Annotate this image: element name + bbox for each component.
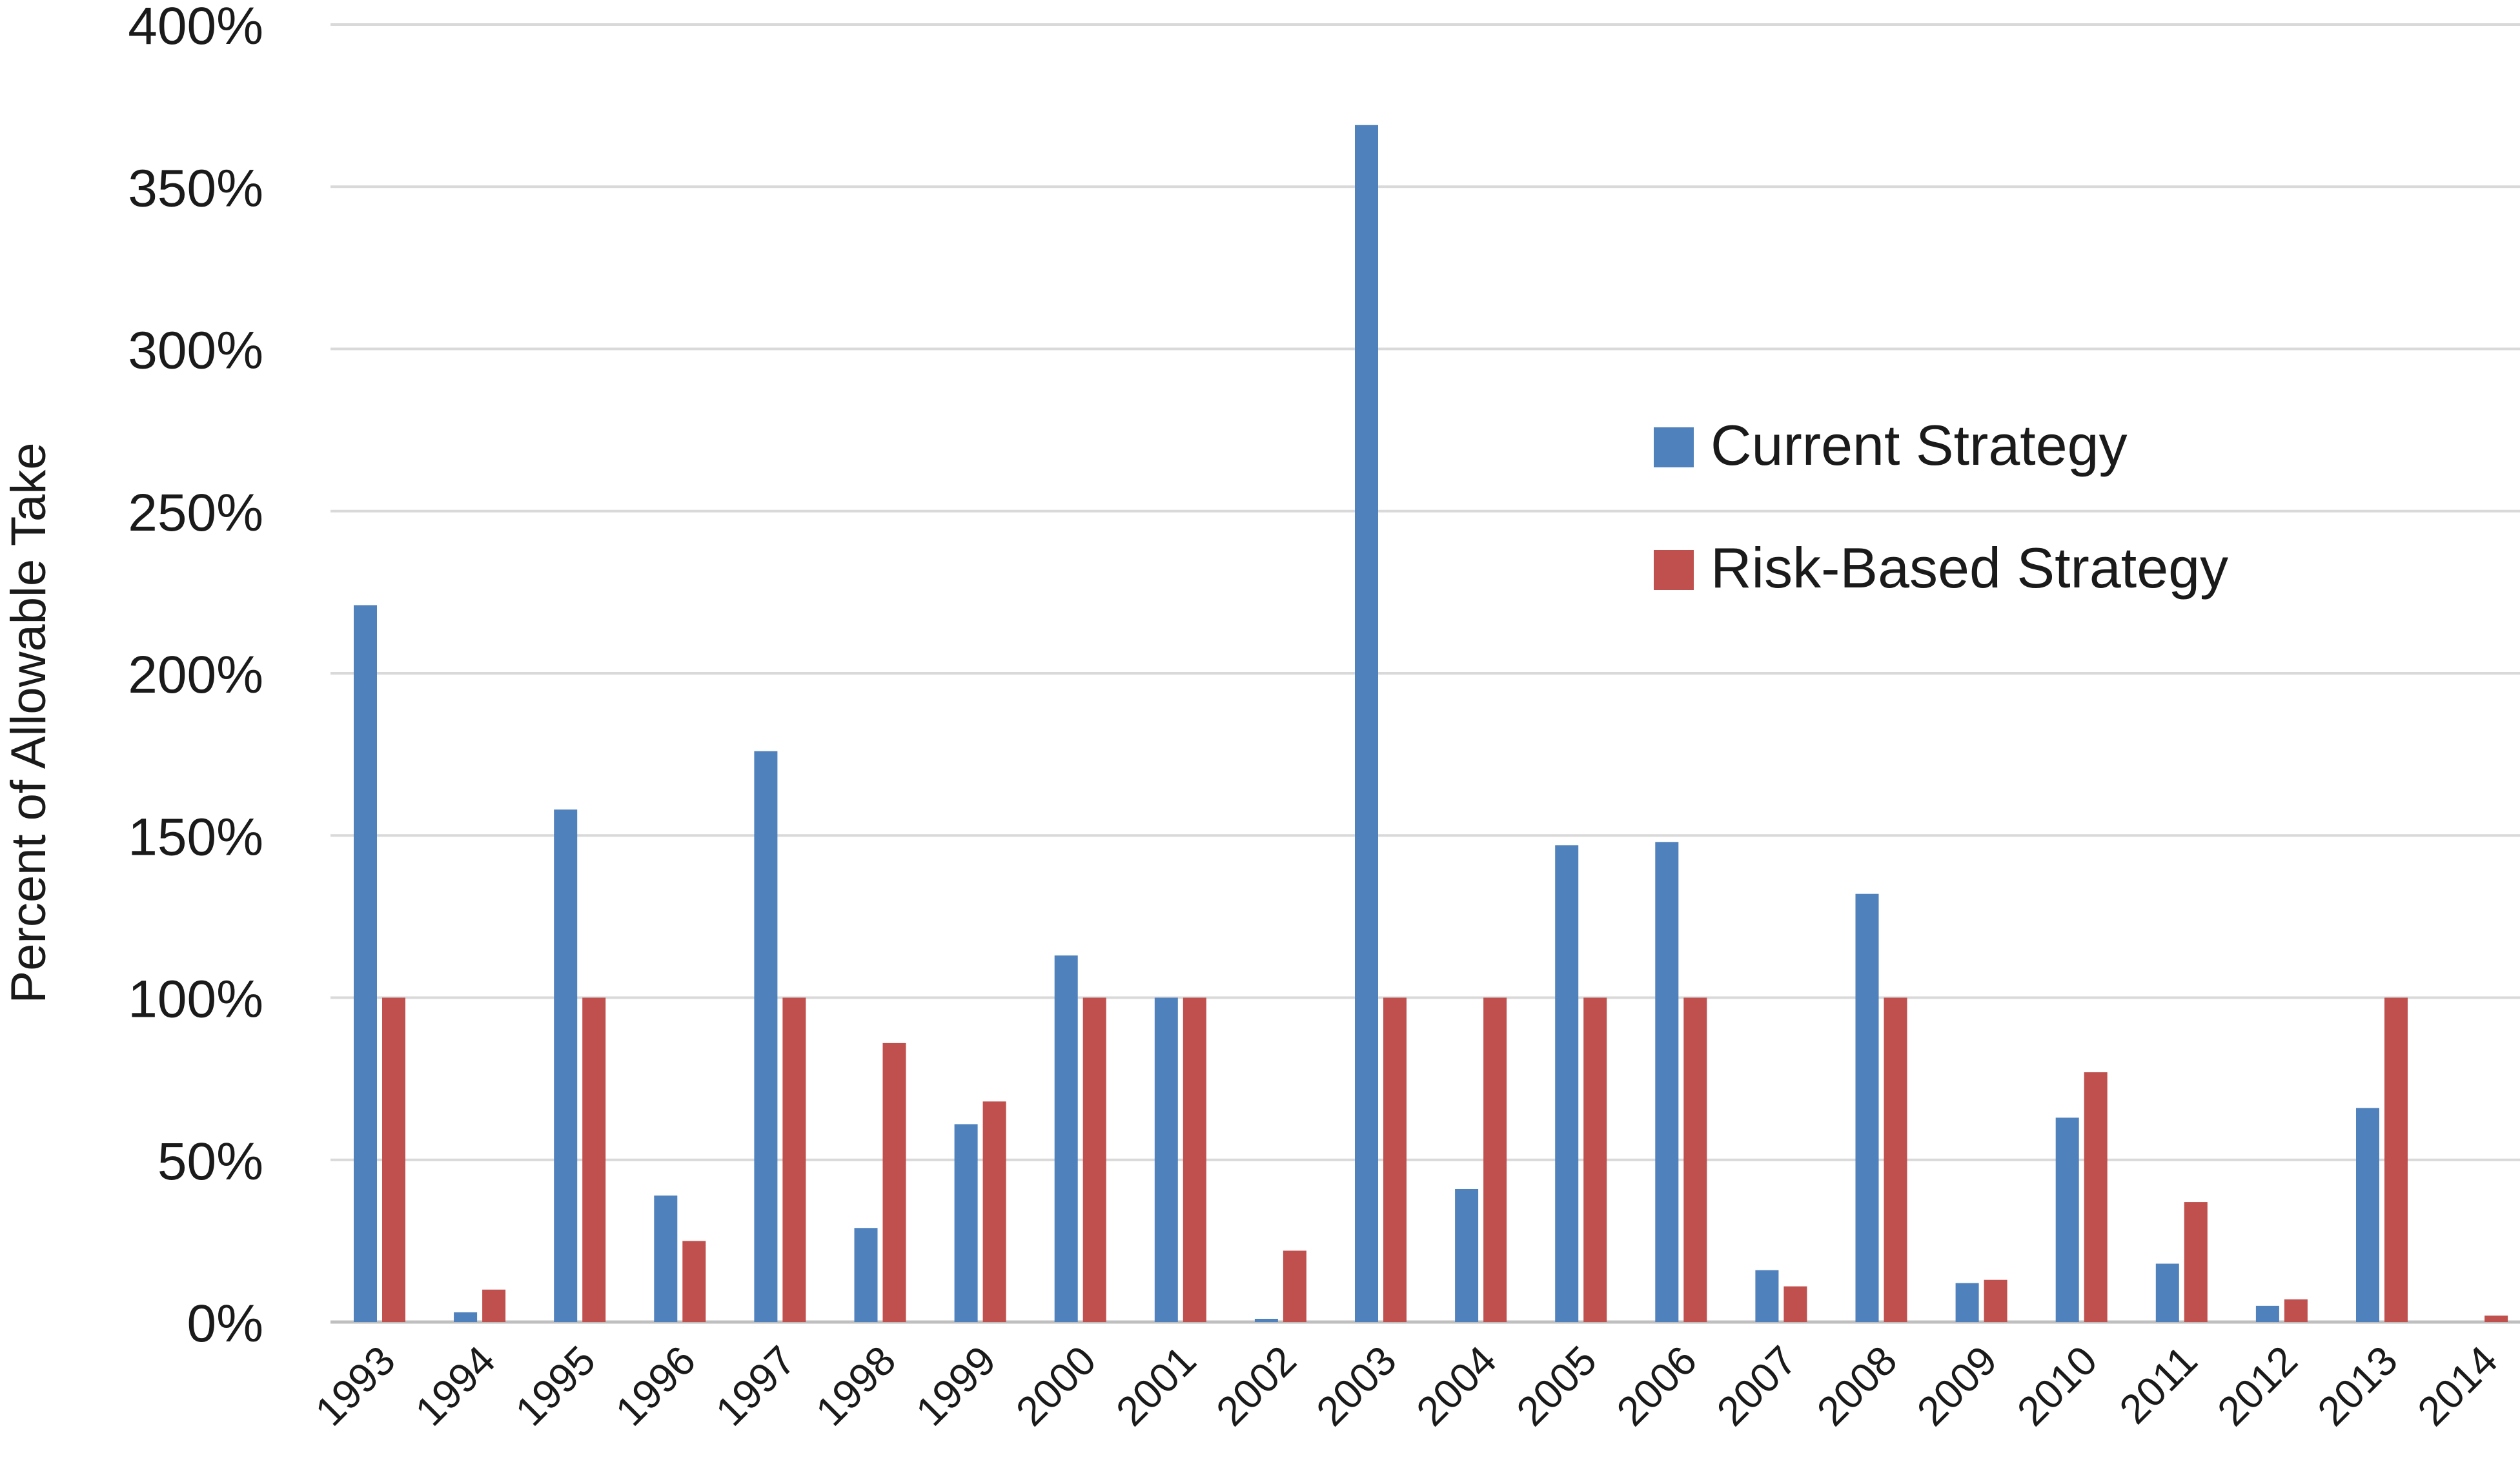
legend-swatch-current-strategy: [1654, 427, 1694, 467]
x-tick-label-1997: 1997: [707, 1337, 805, 1435]
bar-current-strategy-2002: [1254, 1318, 1278, 1322]
bar-risk-based-strategy-1999: [982, 1101, 1006, 1322]
y-tick-label: 250%: [128, 484, 263, 542]
x-tick-label-2001: 2001: [1107, 1337, 1205, 1435]
x-tick-label-2002: 2002: [1207, 1337, 1305, 1435]
bar-risk-based-strategy-2001: [1183, 997, 1206, 1322]
x-tick-label-2009: 2009: [1908, 1337, 2006, 1435]
bar-current-strategy-2010: [2055, 1117, 2079, 1322]
bar-risk-based-strategy-2009: [1984, 1279, 2007, 1322]
bar-risk-based-strategy-2006: [1683, 997, 1707, 1322]
x-tick-label-2005: 2005: [1508, 1337, 1606, 1435]
bar-current-strategy-2006: [1655, 842, 1679, 1322]
y-tick-label: 300%: [128, 321, 263, 380]
bar-risk-based-strategy-1994: [482, 1289, 506, 1322]
x-tick-label-1993: 1993: [306, 1337, 404, 1435]
bar-risk-based-strategy-2007: [1783, 1286, 1807, 1322]
bar-risk-based-strategy-2012: [2284, 1299, 2308, 1322]
bar-current-strategy-2012: [2255, 1305, 2279, 1322]
bar-risk-based-strategy-1997: [782, 997, 806, 1322]
bar-current-strategy-1996: [654, 1196, 678, 1322]
bar-current-strategy-2001: [1154, 997, 1178, 1322]
bar-current-strategy-1998: [854, 1228, 878, 1322]
x-tick-label-1994: 1994: [406, 1337, 504, 1435]
y-tick-label: 100%: [128, 970, 263, 1029]
x-tick-label-2014: 2014: [2408, 1337, 2506, 1435]
bar-risk-based-strategy-1996: [682, 1241, 706, 1322]
x-tick-label-2006: 2006: [1608, 1337, 1706, 1435]
x-axis-tick-labels: 1993 1994 1995 1996 1997 1998 1999 2000 2001 2002…: [306, 1337, 2506, 1435]
bar-risk-based-strategy-1998: [882, 1043, 906, 1322]
bar-risk-based-strategy-2010: [2084, 1072, 2108, 1322]
x-tick-label-2011: 2011: [2110, 1337, 2206, 1432]
bar-risk-based-strategy-2014: [2484, 1315, 2508, 1322]
x-tick-label-2004: 2004: [1407, 1337, 1505, 1435]
bar-risk-based-strategy-2008: [1884, 997, 1907, 1322]
bar-current-strategy-2005: [1555, 845, 1579, 1322]
bar-risk-based-strategy-2002: [1283, 1250, 1306, 1322]
bar-current-strategy-2011: [2155, 1263, 2179, 1322]
x-tick-label-2013: 2013: [2308, 1337, 2406, 1435]
y-tick-label: 350%: [128, 159, 263, 218]
bar-current-strategy-2004: [1455, 1188, 1479, 1322]
bar-current-strategy-2007: [1755, 1270, 1779, 1322]
bar-current-strategy-1993: [354, 605, 377, 1322]
bar-current-strategy-1997: [754, 751, 778, 1322]
x-tick-label-2012: 2012: [2208, 1337, 2306, 1435]
legend-label-current-strategy: Current Strategy: [1711, 413, 2128, 477]
bar-risk-based-strategy-2013: [2384, 997, 2408, 1322]
x-tick-label-2003: 2003: [1307, 1337, 1405, 1435]
y-tick-label: 50%: [158, 1132, 263, 1191]
bar-risk-based-strategy-1993: [382, 997, 405, 1322]
bar-risk-based-strategy-2000: [1082, 997, 1106, 1322]
bar-current-strategy-1994: [454, 1312, 478, 1322]
bar-current-strategy-1995: [554, 809, 578, 1322]
bar-current-strategy-2009: [1955, 1283, 1979, 1322]
bar-current-strategy-2000: [1054, 955, 1078, 1322]
x-tick-label-1999: 1999: [907, 1337, 1005, 1435]
x-tick-label-2010: 2010: [2008, 1337, 2106, 1435]
bars: [354, 125, 2508, 1322]
bar-current-strategy-2013: [2356, 1108, 2379, 1322]
x-tick-label-1996: 1996: [607, 1337, 705, 1435]
x-tick-label-2000: 2000: [1007, 1337, 1105, 1435]
y-tick-label: 150%: [128, 808, 263, 866]
x-tick-label-2008: 2008: [1808, 1337, 1906, 1435]
bar-current-strategy-2003: [1355, 125, 1378, 1322]
x-tick-label-1995: 1995: [507, 1337, 605, 1435]
bar-current-strategy-1999: [954, 1124, 978, 1322]
y-axis-tick-labels: 0% 50% 100% 150% 200% 250% 300% 350% 400%: [128, 0, 263, 1353]
x-tick-label-2007: 2007: [1708, 1337, 1806, 1435]
x-tick-label-1998: 1998: [807, 1337, 905, 1435]
bar-risk-based-strategy-1995: [582, 997, 606, 1322]
legend-label-risk-based-strategy: Risk-Based Strategy: [1711, 536, 2228, 600]
gridlines: [330, 23, 2520, 1324]
bar-risk-based-strategy-2011: [2184, 1202, 2208, 1322]
legend: Current Strategy Risk-Based Strategy: [1654, 413, 2228, 600]
y-tick-label: 200%: [128, 646, 263, 704]
bar-risk-based-strategy-2003: [1383, 997, 1407, 1322]
legend-swatch-risk-based-strategy: [1654, 550, 1694, 590]
bar-current-strategy-2008: [1855, 893, 1879, 1322]
bar-risk-based-strategy-2005: [1583, 997, 1607, 1322]
bar-risk-based-strategy-2004: [1483, 997, 1507, 1322]
y-axis-title: Percent of Allowable Take: [1, 443, 56, 1004]
y-tick-label: 0%: [187, 1294, 263, 1353]
y-tick-label: 400%: [128, 0, 263, 56]
